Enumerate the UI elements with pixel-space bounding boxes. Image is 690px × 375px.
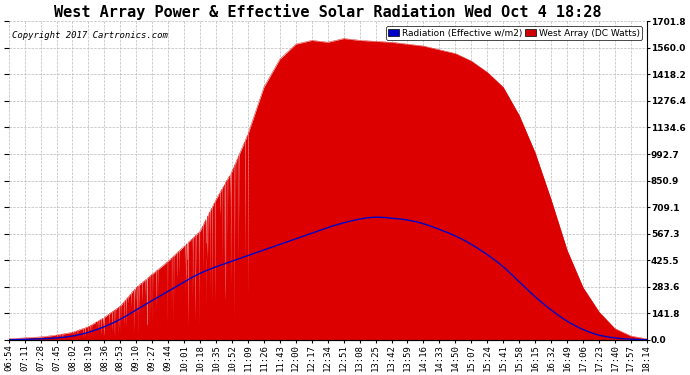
Title: West Array Power & Effective Solar Radiation Wed Oct 4 18:28: West Array Power & Effective Solar Radia… — [54, 4, 602, 20]
Text: Copyright 2017 Cartronics.com: Copyright 2017 Cartronics.com — [12, 31, 168, 40]
Legend: Radiation (Effective w/m2), West Array (DC Watts): Radiation (Effective w/m2), West Array (… — [386, 26, 642, 40]
